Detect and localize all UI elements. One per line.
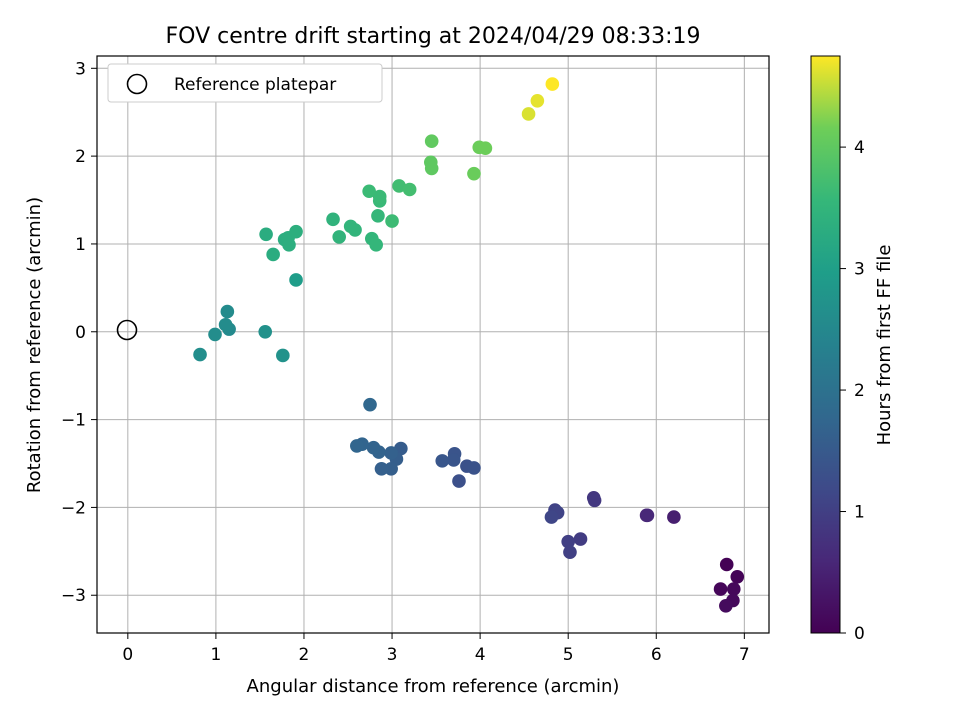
y-tick-label: −1 — [61, 411, 86, 431]
data-point — [193, 347, 207, 362]
x-tick-label: 5 — [563, 645, 574, 665]
data-point — [332, 230, 347, 244]
data-point — [218, 317, 233, 332]
y-tick-label: −2 — [61, 498, 86, 518]
colorbar-tick-label: 4 — [854, 138, 865, 158]
data-point — [392, 179, 406, 193]
data-point — [467, 461, 481, 475]
data-point — [363, 397, 377, 412]
data-point — [220, 304, 235, 319]
y-tick-label: 3 — [75, 59, 86, 79]
plot-frame — [96, 55, 770, 634]
data-point — [348, 223, 362, 237]
data-point — [640, 508, 655, 523]
data-point — [719, 557, 734, 572]
data-point — [713, 582, 728, 596]
data-point — [372, 189, 387, 204]
data-point — [402, 182, 417, 197]
x-tick-label: 0 — [122, 645, 133, 665]
data-point — [366, 440, 381, 455]
legend-open-circle-icon — [126, 73, 148, 95]
y-tick-label: 1 — [75, 235, 86, 255]
data-point — [258, 324, 273, 339]
data-point — [730, 569, 745, 584]
y-tick-label: 0 — [75, 323, 86, 343]
data-point — [362, 184, 376, 199]
data-point — [369, 238, 383, 252]
data-point — [289, 273, 303, 287]
legend-label: Reference platepar — [174, 75, 336, 95]
data-point — [719, 598, 733, 613]
data-point — [424, 161, 439, 176]
data-point — [424, 134, 439, 148]
data-point — [667, 510, 681, 524]
data-point — [384, 461, 398, 476]
x-tick-label: 2 — [299, 645, 310, 665]
x-tick-label: 6 — [651, 645, 662, 665]
x-tick-label: 3 — [387, 645, 398, 665]
data-point — [561, 534, 575, 549]
data-point — [446, 453, 461, 467]
data-point — [384, 446, 398, 460]
data-points — [193, 77, 745, 613]
data-point — [289, 224, 303, 239]
data-point — [587, 493, 602, 508]
legend-box — [107, 63, 383, 103]
data-point — [521, 107, 536, 121]
x-tick-label: 1 — [210, 645, 221, 665]
y-tick-label: −3 — [61, 586, 86, 606]
y-tick-label: 2 — [75, 147, 86, 167]
colorbar-tick-label: 2 — [854, 381, 865, 401]
data-point — [385, 214, 399, 228]
legend: Reference platepar — [107, 63, 383, 103]
data-point — [259, 227, 273, 242]
y-axis-ticks: −3 −2 −1 0 1 2 3 — [61, 59, 97, 606]
data-point — [350, 439, 364, 453]
y-axis-label: Rotation from reference (arcmin) — [24, 197, 45, 493]
colorbar-tick-label: 1 — [854, 503, 865, 523]
data-point — [563, 545, 577, 560]
data-point — [208, 327, 222, 342]
x-axis-ticks: 0 1 2 3 4 5 6 7 — [122, 633, 750, 665]
data-point — [545, 77, 560, 91]
data-point — [478, 141, 493, 156]
data-point — [544, 510, 559, 524]
x-tick-label: 4 — [475, 645, 486, 665]
reference-point-marker — [116, 319, 138, 341]
x-axis-label: Angular distance from reference (arcmin) — [247, 676, 620, 697]
data-point — [266, 247, 280, 262]
data-point — [467, 166, 481, 181]
colorbar-tick-label: 0 — [854, 624, 865, 644]
data-point — [374, 461, 389, 476]
data-point — [573, 532, 588, 546]
data-point — [530, 93, 545, 108]
data-point — [371, 209, 385, 223]
colorbar-label: Hours from first FF file — [874, 245, 895, 446]
colorbar: 0 1 2 3 4 Hours from first FF file — [810, 55, 895, 644]
x-tick-label: 7 — [739, 645, 750, 665]
colorbar-gradient — [810, 55, 841, 634]
data-point — [435, 454, 450, 468]
data-point — [452, 474, 466, 488]
data-point — [282, 238, 296, 252]
chart-title: FOV centre drift starting at 2024/04/29 … — [166, 24, 701, 49]
colorbar-tick-label: 3 — [854, 260, 865, 280]
data-point — [326, 212, 340, 227]
colorbar-ticks: 0 1 2 3 4 — [840, 138, 865, 644]
data-point — [276, 348, 290, 363]
data-point — [726, 582, 741, 596]
